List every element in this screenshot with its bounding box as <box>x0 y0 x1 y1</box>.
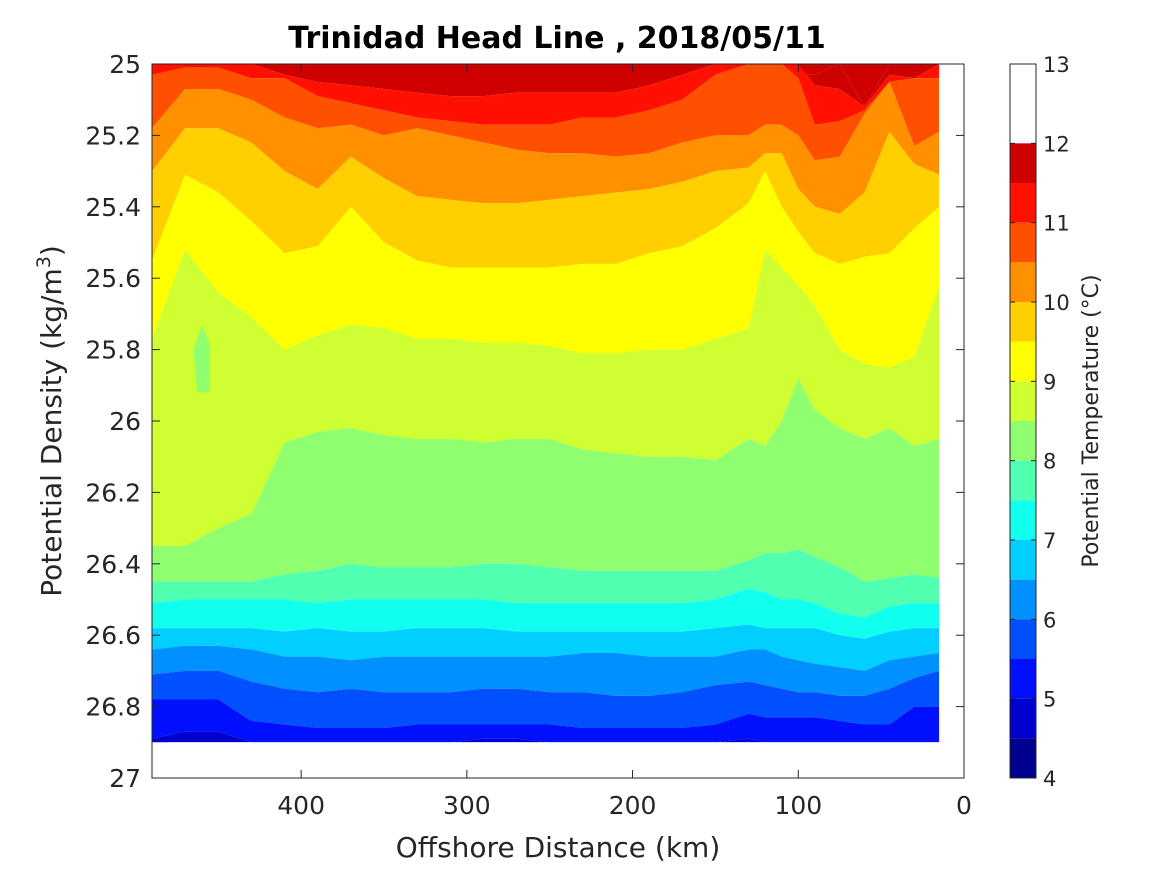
colorbar-segment-5 <box>1010 540 1036 580</box>
y-tick-label: 26 <box>109 407 141 436</box>
y-tick-label: 26.4 <box>85 550 141 579</box>
y-tick-label: 27 <box>109 764 141 793</box>
contour-local-feature <box>193 324 210 393</box>
contour-band-10 <box>152 588 940 639</box>
colorbar-segment-1 <box>1010 698 1036 739</box>
y-axis-label-end: ) <box>35 245 68 256</box>
x-axis-label: Offshore Distance (km) <box>396 831 721 864</box>
colorbar-tick-label: 10 <box>1043 291 1070 315</box>
contour-band-0 <box>152 64 940 107</box>
y-tick-label: 26.8 <box>85 693 141 722</box>
colorbar-segment-6 <box>1010 500 1036 540</box>
colorbar-segment-3 <box>1010 619 1036 659</box>
y-axis-ticks: 25 25.2 25.4 25.6 25.8 26 26.2 26.4 26.6 26.8 27 <box>85 50 964 793</box>
x-tick-label: 100 <box>774 791 822 820</box>
colorbar-tick-label: 13 <box>1043 53 1070 77</box>
contour-band-12 <box>152 645 940 696</box>
colorbar-label: Potential Temperature (°C) <box>1079 274 1104 567</box>
contour-band-14 <box>152 699 940 743</box>
y-tick-label: 25.2 <box>85 121 141 150</box>
x-axis-ticks: 400 300 200 100 0 <box>277 64 972 820</box>
contour-band-4 <box>152 81 940 214</box>
y-tick-label: 26.6 <box>85 621 141 650</box>
x-tick-label: 300 <box>443 791 491 820</box>
colorbar-segment-9 <box>1010 381 1036 421</box>
y-tick-label: 26.2 <box>85 478 141 507</box>
colorbar-tick-label: 4 <box>1043 767 1056 791</box>
contour-band-8 <box>152 378 940 582</box>
contour-band-1 <box>152 64 940 107</box>
colorbar-tick-label: 5 <box>1043 688 1056 712</box>
colorbar-segment-8 <box>1010 421 1036 461</box>
colorbar-tick-label: 12 <box>1043 132 1070 156</box>
x-tick-label: 400 <box>277 791 325 820</box>
chart-title: Trinidad Head Line , 2018/05/11 <box>288 21 825 56</box>
colorbar-segment-13 <box>1010 222 1036 263</box>
colorbar: 4 5 6 7 8 9 10 11 12 13 <box>1009 53 1070 791</box>
colorbar-segment-15 <box>1010 143 1036 183</box>
colorbar-tick-label: 6 <box>1043 608 1056 632</box>
no-data-region-1 <box>168 742 965 778</box>
contour-band-13 <box>152 670 940 728</box>
contour-band-2 <box>152 64 940 125</box>
colorbar-segment-4 <box>1010 579 1036 620</box>
colorbar-segment-7 <box>1010 460 1036 501</box>
contour-fills <box>152 64 940 743</box>
contour-band-6 <box>152 171 940 368</box>
colorbar-tick-label: 7 <box>1043 529 1056 553</box>
y-axis-label-sup: 3 <box>33 256 55 268</box>
colorbar-tick-label: 8 <box>1043 450 1056 474</box>
y-tick-label: 25.4 <box>85 193 141 222</box>
y-tick-label: 25.6 <box>85 264 141 293</box>
x-tick-label: 0 <box>956 791 972 820</box>
x-tick-label: 200 <box>609 791 657 820</box>
colorbar-segment-12 <box>1010 262 1036 302</box>
no-data-region-0 <box>940 64 964 778</box>
colorbar-segment-0 <box>1010 738 1036 778</box>
contour-band-3 <box>152 64 940 161</box>
colorbar-segment-11 <box>1010 302 1036 342</box>
y-axis-label-main: Potential Density (kg/m <box>35 268 68 597</box>
y-axis-label: Potential Density (kg/m3) <box>33 245 68 597</box>
colorbar-segment-14 <box>1010 183 1036 223</box>
contour-band-11 <box>152 624 940 671</box>
y-tick-label: 25 <box>109 50 141 79</box>
contour-band-15 <box>152 731 940 743</box>
y-tick-label: 25.8 <box>85 336 141 365</box>
colorbar-tick-label: 9 <box>1043 370 1056 394</box>
contour-band-5 <box>152 128 940 268</box>
colorbar-segment-2 <box>1010 659 1036 699</box>
contour-band-9 <box>152 549 940 618</box>
colorbar-tick-label: 11 <box>1043 212 1070 236</box>
colorbar-segment-10 <box>1010 341 1036 382</box>
colorbar-frame <box>1009 63 1037 779</box>
contour-band-7 <box>152 249 940 546</box>
